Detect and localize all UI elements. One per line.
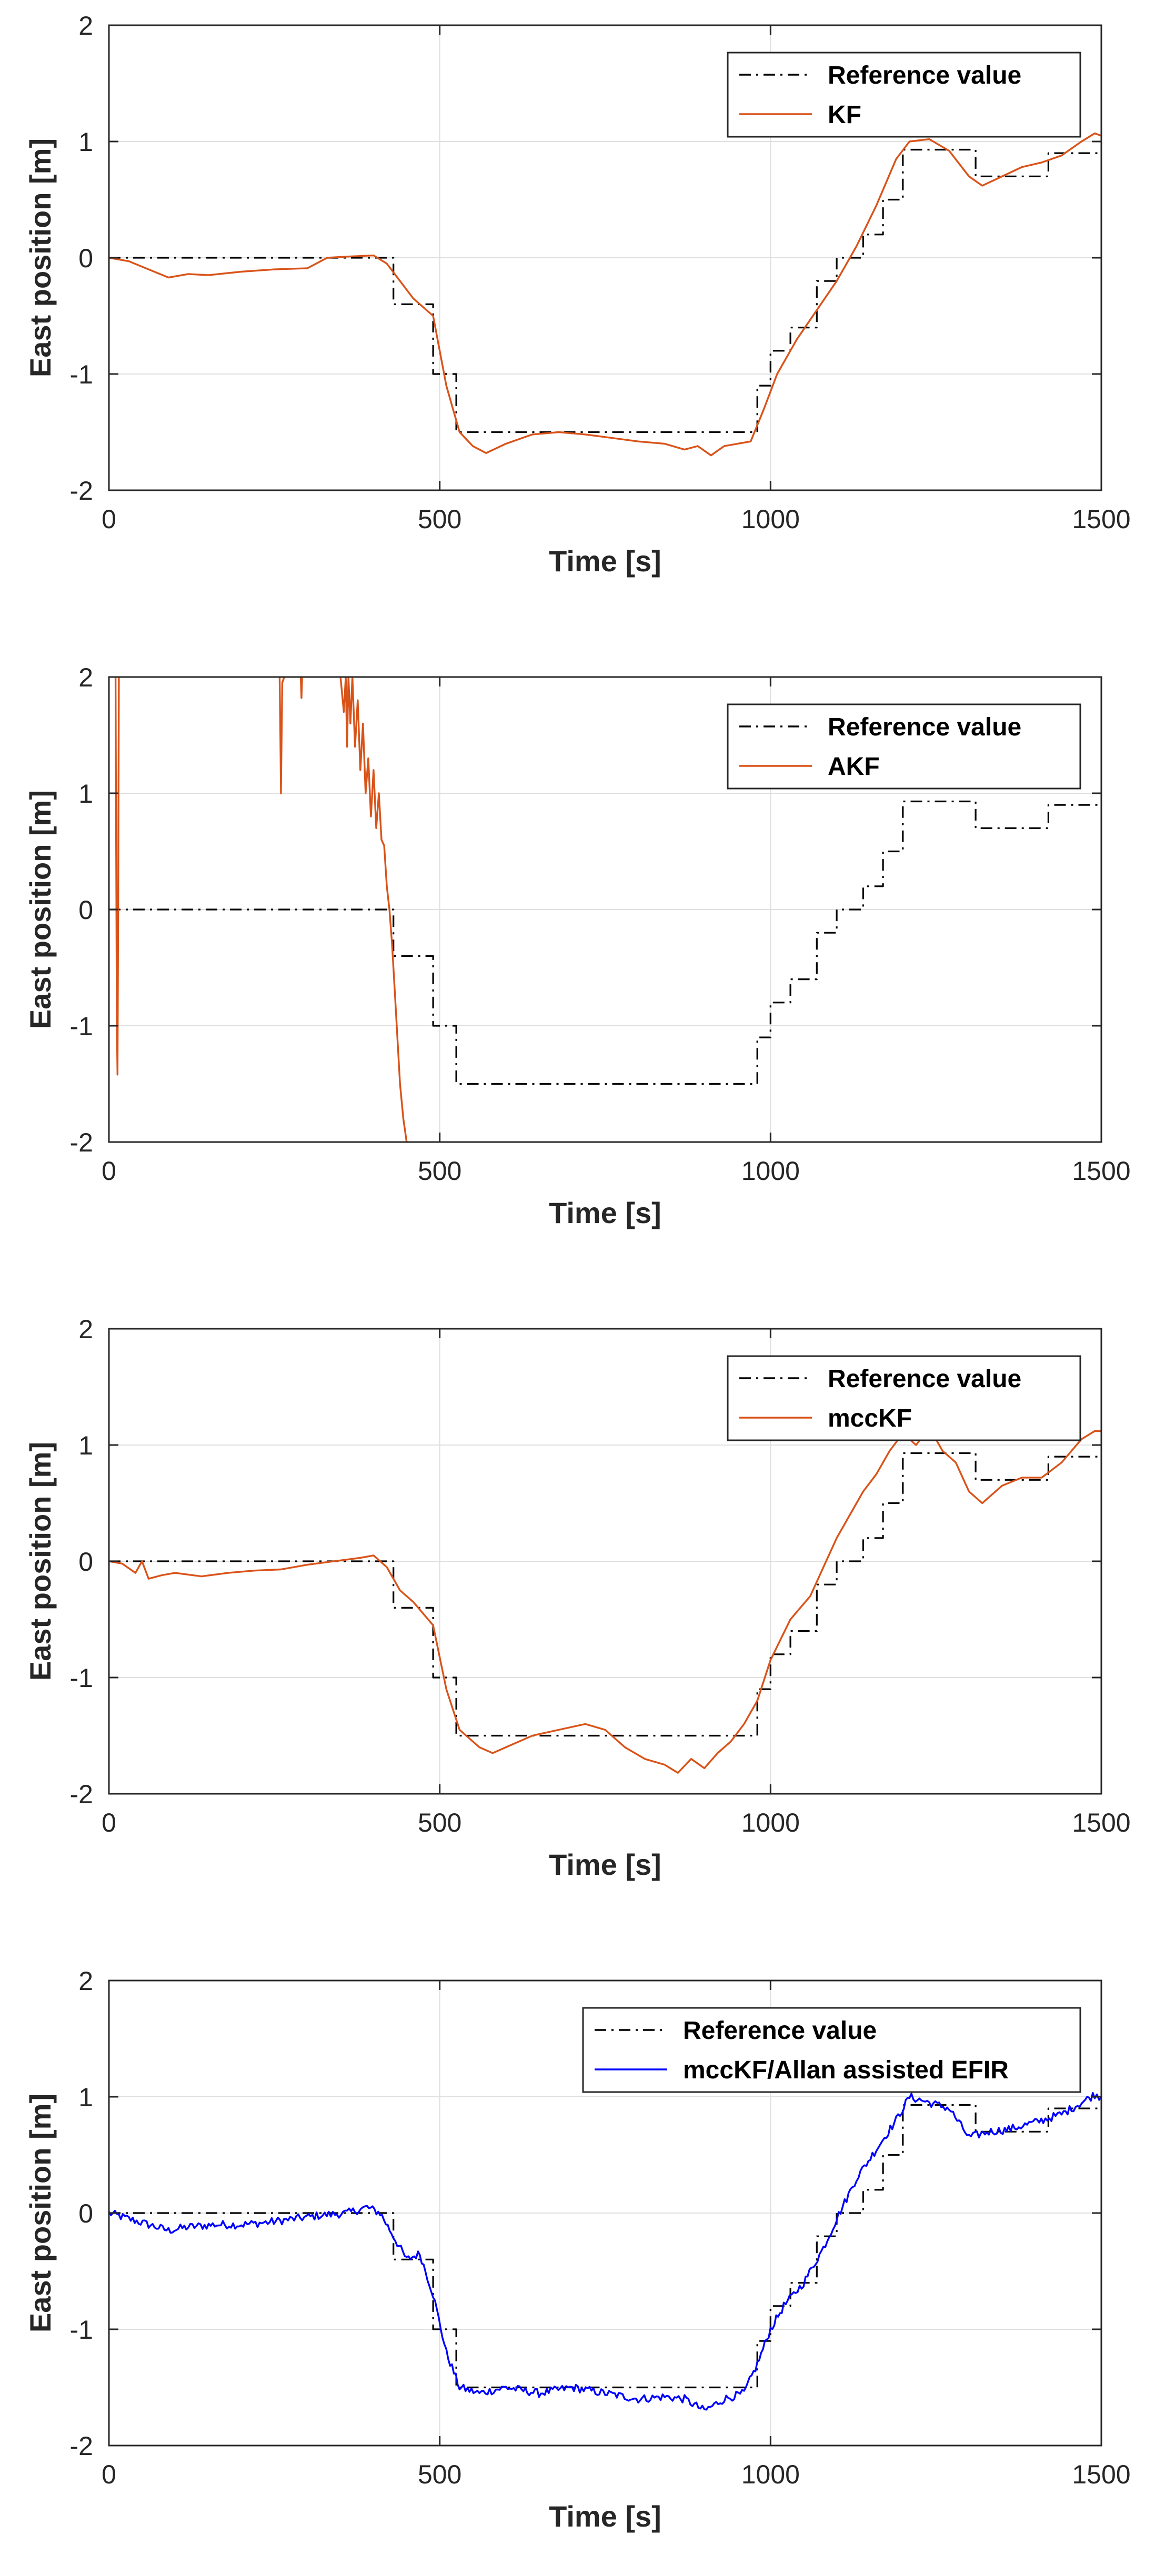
x-axis-label: Time [s]: [549, 544, 661, 578]
x-tick-label: 500: [418, 1156, 461, 1186]
y-axis-label: East position [m]: [24, 1442, 57, 1681]
series-line-reference-value: [109, 1452, 1101, 1737]
y-axis-label: East position [m]: [24, 138, 57, 377]
series-group: [109, 677, 1101, 1142]
x-tick-label: 500: [418, 1808, 461, 1837]
x-tick-label: 1000: [741, 1156, 800, 1186]
y-tick-label: 1: [78, 779, 93, 809]
legend: Reference value mccKF: [727, 1355, 1081, 1441]
legend-entry-label: AKF: [828, 753, 880, 781]
x-tick-label: 500: [418, 504, 461, 534]
legend: Reference value AKF: [727, 703, 1081, 790]
series-line-akf-seg4: [339, 677, 408, 1142]
x-tick-label: 0: [102, 504, 116, 534]
chart-panel-4: 0 500 1000 1500 -2 -1 0 1 2 Time [s] East position…: [24, 1966, 1131, 2533]
y-axis-label: East position [m]: [24, 2094, 57, 2332]
x-tick-label: 0: [102, 1156, 116, 1186]
legend-box: [727, 1355, 1081, 1441]
legend-entry-label: KF: [828, 101, 861, 129]
y-tick-label: -1: [70, 360, 93, 389]
legend: Reference value mccKF/Allan assisted EFIR: [582, 2007, 1081, 2093]
y-tick-label: -1: [70, 2315, 93, 2345]
legend-box: [727, 52, 1081, 138]
y-tick-label: 2: [78, 11, 93, 41]
series-line-mcckf-allan-assisted-efir: [109, 2092, 1101, 2411]
x-axis-label: Time [s]: [549, 1196, 661, 1229]
y-tick-label: -1: [70, 1663, 93, 1693]
series-line-akf-seg2: [278, 677, 285, 794]
y-tick-label: 2: [78, 663, 93, 692]
y-tick-label: 1: [78, 2083, 93, 2112]
series-line-kf: [109, 132, 1101, 457]
y-tick-label: -2: [70, 476, 93, 506]
x-tick-label: 1500: [1072, 1808, 1130, 1837]
chart-panel-2: 0 500 1000 1500 -2 -1 0 1 2 Time [s] East position…: [24, 663, 1131, 1229]
y-tick-label: -1: [70, 1012, 93, 1041]
x-tick-label: 0: [102, 2460, 116, 2489]
series-line-reference-value: [109, 148, 1101, 433]
y-axis-label: East position [m]: [24, 790, 57, 1029]
legend-entry-label: Reference value: [683, 2017, 877, 2045]
y-tick-label: 0: [78, 2199, 93, 2228]
series-line-reference-value: [109, 2104, 1101, 2389]
x-tick-label: 1000: [741, 504, 800, 534]
legend-box: [727, 703, 1081, 790]
y-tick-label: 0: [78, 1547, 93, 1577]
series-group: [109, 1427, 1101, 1774]
x-tick-label: 0: [102, 1808, 116, 1837]
legend: Reference value KF: [727, 52, 1081, 138]
series-line-akf-seg3: [299, 677, 303, 699]
legend-entry-label: Reference value: [828, 62, 1021, 89]
series-group: [109, 132, 1101, 457]
y-tick-label: 0: [78, 895, 93, 925]
y-tick-label: 2: [78, 1966, 93, 1996]
legend-entry-label: mccKF: [828, 1405, 912, 1432]
y-tick-label: 1: [78, 1431, 93, 1460]
chart-panel-3: 0 500 1000 1500 -2 -1 0 1 2 Time [s] East position…: [24, 1315, 1131, 1881]
legend-entry-label: Reference value: [828, 1365, 1021, 1393]
y-tick-label: -2: [70, 1128, 93, 1157]
chart-panel-1: 0 500 1000 1500 -2 -1 0 1 2 Time [s] East position…: [24, 11, 1131, 578]
x-tick-label: 1500: [1072, 504, 1130, 534]
x-tick-label: 1000: [741, 1808, 800, 1837]
y-tick-label: -2: [70, 1780, 93, 1809]
series-line-akf-seg1: [114, 677, 120, 1076]
legend-entry-label: mccKF/Allan assisted EFIR: [683, 2056, 1009, 2084]
x-tick-label: 1500: [1072, 1156, 1130, 1186]
y-tick-label: -2: [70, 2431, 93, 2461]
y-tick-label: 1: [78, 127, 93, 157]
series-line-reference-value: [109, 800, 1101, 1085]
legend-box: [582, 2007, 1081, 2093]
y-tick-label: 2: [78, 1315, 93, 1344]
legend-entry-label: Reference value: [828, 713, 1021, 741]
x-axis-label: Time [s]: [549, 2500, 661, 2533]
x-tick-label: 1000: [741, 2460, 800, 2489]
series-line-mcckf: [109, 1427, 1101, 1774]
x-tick-label: 500: [418, 2460, 461, 2489]
x-axis-label: Time [s]: [549, 1848, 661, 1881]
series-group: [109, 2092, 1101, 2411]
x-tick-label: 1500: [1072, 2460, 1130, 2489]
y-tick-label: 0: [78, 244, 93, 273]
